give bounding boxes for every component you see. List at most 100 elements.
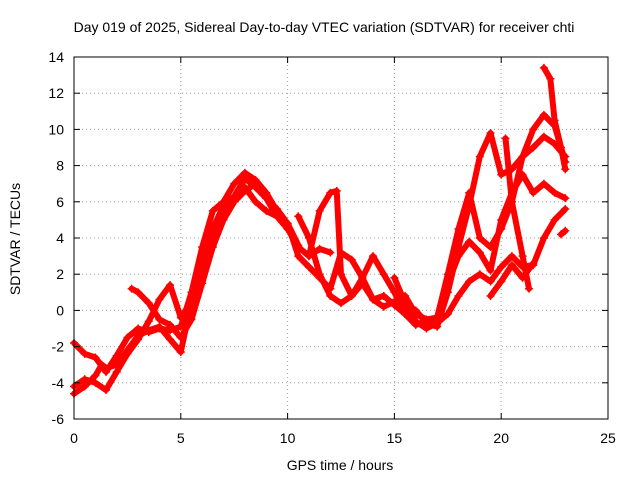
- data-point: [208, 206, 217, 215]
- data-point: [561, 226, 570, 235]
- data-point: [465, 188, 474, 197]
- series-sat-j: [502, 135, 532, 292]
- data-point: [501, 134, 510, 143]
- data-point: [539, 179, 548, 188]
- data-point: [358, 273, 367, 282]
- data-point: [166, 281, 175, 290]
- data-point: [529, 259, 538, 268]
- data-point: [411, 317, 420, 326]
- data-point: [379, 302, 388, 311]
- data-point: [507, 252, 516, 261]
- data-point: [155, 295, 164, 304]
- data-point: [550, 116, 559, 125]
- data-point: [539, 132, 548, 141]
- x-tick-label: 5: [177, 430, 185, 446]
- data-point: [561, 165, 570, 174]
- chart-title: Day 019 of 2025, Sidereal Day-to-day VTE…: [74, 19, 575, 35]
- data-point: [102, 364, 111, 373]
- data-point: [369, 252, 378, 261]
- y-tick-label: -6: [52, 411, 65, 427]
- data-point: [379, 291, 388, 300]
- data-point: [454, 224, 463, 233]
- data-point: [144, 326, 153, 335]
- axis-ticks: 0 5 10 15 20 25 -6 -4 -2 0 2 4 6 8 10 12 14: [48, 49, 616, 446]
- data-point: [240, 186, 249, 195]
- data-point: [315, 206, 324, 215]
- y-tick-label: 2: [56, 266, 64, 282]
- data-point: [166, 320, 175, 329]
- data-point: [134, 288, 143, 297]
- series-sat-c: [71, 184, 291, 397]
- data-point: [347, 291, 356, 300]
- data-point: [454, 291, 463, 300]
- data-point: [550, 215, 559, 224]
- data-point: [486, 266, 495, 275]
- data-point: [390, 273, 399, 282]
- data-point: [539, 234, 548, 242]
- data-point: [529, 125, 538, 134]
- data-point: [91, 378, 100, 387]
- data-point: [454, 252, 463, 261]
- data-point: [369, 295, 378, 304]
- data-point: [539, 63, 548, 72]
- data-point: [422, 324, 431, 333]
- data-point: [219, 215, 228, 224]
- data-point: [91, 353, 100, 362]
- data-point: [518, 252, 527, 261]
- data-point: [326, 188, 335, 197]
- data-point: [262, 194, 271, 203]
- data-point: [497, 262, 506, 271]
- data-point: [465, 237, 474, 246]
- y-tick-label: 12: [48, 85, 64, 101]
- data-series: [70, 63, 570, 398]
- data-point: [176, 348, 185, 357]
- y-tick-label: 0: [56, 302, 64, 318]
- data-point: [315, 244, 324, 253]
- data-point: [272, 206, 281, 215]
- data-point: [230, 179, 239, 188]
- data-point: [507, 197, 516, 206]
- data-point: [80, 375, 89, 384]
- data-point: [507, 261, 516, 270]
- data-point: [230, 197, 239, 206]
- data-point: [112, 351, 121, 360]
- y-tick-label: -4: [52, 375, 65, 391]
- data-point: [294, 252, 303, 261]
- data-point: [144, 299, 153, 308]
- data-point: [112, 367, 121, 376]
- data-point: [443, 279, 452, 288]
- data-point: [486, 277, 495, 286]
- data-point: [475, 248, 484, 257]
- data-point: [251, 179, 260, 188]
- data-point: [326, 248, 335, 257]
- data-point: [166, 335, 175, 344]
- y-tick-label: 10: [48, 121, 64, 137]
- y-tick-label: 14: [48, 49, 64, 65]
- data-point: [208, 243, 217, 252]
- data-point: [557, 143, 566, 152]
- data-point: [198, 279, 207, 288]
- data-point: [176, 313, 185, 322]
- data-point: [144, 317, 153, 326]
- data-point: [315, 270, 324, 279]
- data-point: [97, 360, 106, 369]
- data-point: [539, 110, 548, 119]
- data-point: [390, 288, 399, 297]
- data-point: [486, 291, 495, 300]
- data-point: [91, 371, 100, 380]
- data-point: [401, 299, 410, 308]
- data-point: [123, 346, 132, 355]
- data-point: [337, 299, 345, 308]
- y-tick-label: 4: [56, 230, 64, 246]
- y-tick-label: 6: [56, 194, 64, 210]
- data-point: [475, 152, 484, 161]
- y-axis-title: SDTVAR / TECUs: [7, 183, 23, 295]
- data-point: [187, 315, 196, 324]
- data-point: [134, 324, 143, 333]
- data-point: [102, 386, 111, 395]
- data-point: [347, 255, 356, 264]
- data-point: [529, 188, 538, 197]
- series-sat-d: [128, 180, 291, 341]
- data-point: [486, 129, 495, 138]
- data-point: [475, 270, 484, 279]
